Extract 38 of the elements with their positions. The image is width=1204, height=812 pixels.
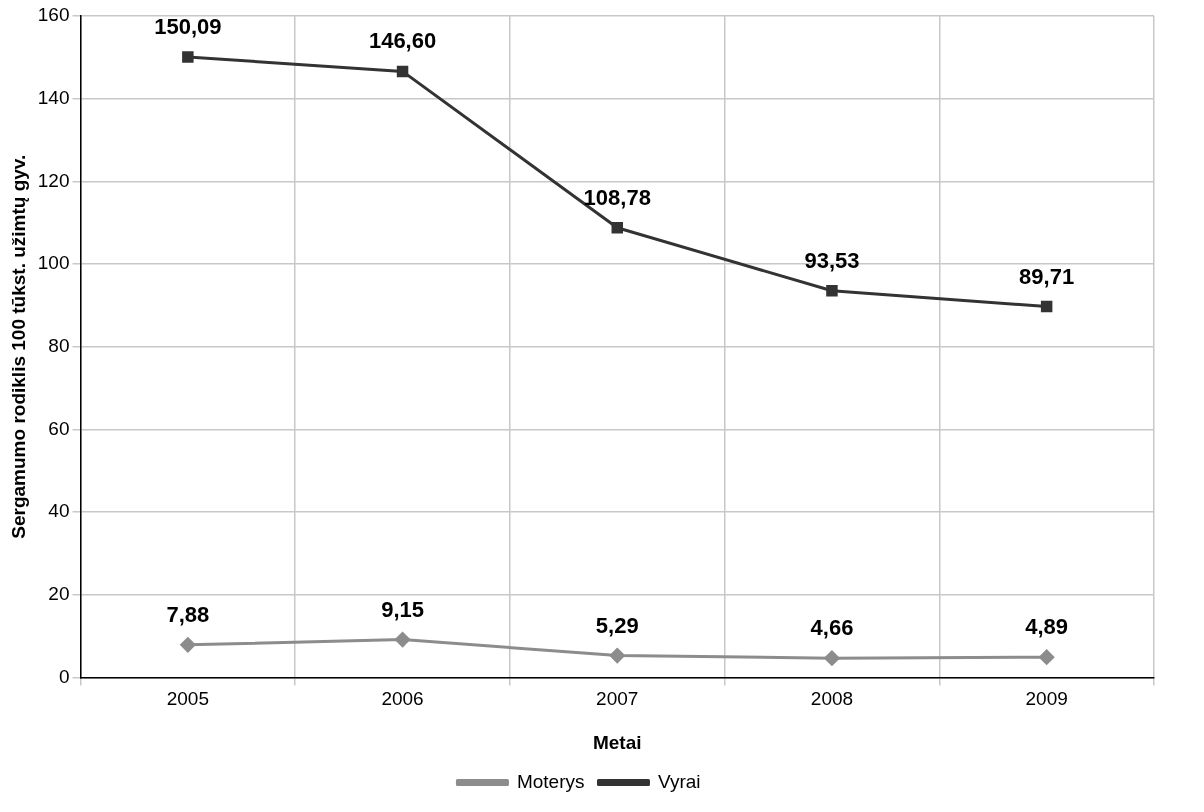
data-label: 93,53: [804, 247, 860, 273]
x-tick-label: 2009: [1025, 688, 1068, 710]
data-label: 146,60: [368, 28, 437, 54]
y-tick-label: 60: [48, 417, 70, 439]
point: [395, 632, 411, 648]
y-tick-label: 20: [48, 582, 70, 604]
data-label: 150,09: [154, 14, 222, 40]
x-tick-label: 2006: [381, 688, 424, 710]
x-tick-label: 2008: [810, 688, 854, 710]
y-tick-label: 140: [37, 86, 70, 108]
data-label: 9,15: [381, 596, 424, 622]
x-tick-label: 2007: [596, 688, 639, 710]
y-axis-title: Sergamumo rodiklis 100 tūkst. užimtų gyv.: [7, 154, 29, 539]
data-label: 108,78: [583, 184, 651, 210]
data-label: 4,89: [1025, 614, 1069, 640]
point: [824, 650, 840, 666]
data-label: 7,88: [166, 601, 210, 627]
y-tick-label: 120: [37, 169, 70, 191]
point: [826, 285, 838, 297]
point: [180, 637, 196, 653]
point: [182, 51, 194, 63]
data-label: 4,66: [810, 615, 854, 641]
point: [396, 65, 409, 78]
y-tick-label: 80: [48, 334, 70, 356]
point: [1040, 300, 1053, 313]
x-tick-label: 2005: [166, 688, 209, 710]
data-label: 5,29: [595, 612, 639, 638]
point: [1039, 649, 1055, 665]
legend-label: Moterys: [516, 770, 585, 792]
y-tick-label: 100: [37, 252, 70, 274]
legend-label: Vyrai: [657, 770, 701, 792]
y-tick-label: 160: [37, 4, 70, 26]
y-tick-label: 40: [48, 500, 70, 522]
y-tick-label: 0: [58, 665, 70, 687]
data-label: 89,71: [1019, 263, 1075, 289]
point: [609, 648, 625, 664]
point: [611, 221, 623, 234]
x-axis-title: Metai: [592, 731, 642, 753]
